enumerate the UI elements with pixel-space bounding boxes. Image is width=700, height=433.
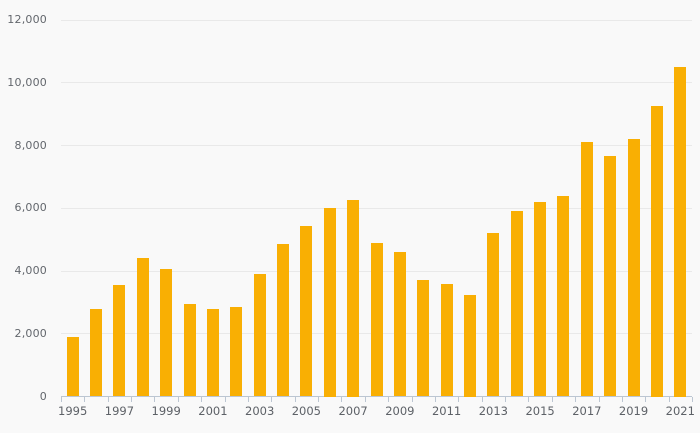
x-axis-tick bbox=[61, 396, 62, 402]
x-axis-label-2005: 2005 bbox=[291, 403, 322, 418]
x-axis-label-1995: 1995 bbox=[58, 403, 88, 418]
x-axis-tick bbox=[294, 396, 296, 402]
x-axis-label-2019: 2019 bbox=[618, 403, 649, 418]
x-axis-tick bbox=[505, 396, 507, 402]
x-axis-tick bbox=[154, 396, 156, 402]
bar-2006 bbox=[323, 208, 336, 397]
x-axis-tick bbox=[318, 396, 320, 402]
bar-2020 bbox=[650, 106, 663, 397]
x-axis-tick bbox=[341, 396, 343, 402]
x-axis-tick bbox=[177, 396, 179, 402]
x-axis-label-2003: 2003 bbox=[245, 403, 275, 418]
x-axis-tick bbox=[84, 396, 86, 402]
y-axis-label-8000: 8,000 bbox=[14, 138, 47, 152]
bar-2018 bbox=[604, 156, 617, 397]
x-axis-label-2007: 2007 bbox=[338, 403, 368, 418]
y-axis-label-12000: 12,000 bbox=[7, 13, 47, 26]
x-axis-tick bbox=[668, 396, 670, 402]
x-axis-tick bbox=[528, 396, 530, 402]
bar-2008 bbox=[370, 242, 383, 397]
bar-2010 bbox=[417, 280, 430, 397]
x-axis-label-2011: 2011 bbox=[431, 403, 462, 418]
x-axis-tick bbox=[481, 396, 483, 402]
bar-2007 bbox=[347, 200, 360, 397]
bar-2001 bbox=[206, 308, 219, 397]
bar-2013 bbox=[487, 233, 500, 397]
bar-1999 bbox=[160, 269, 173, 397]
x-axis-tick bbox=[247, 396, 249, 402]
bar-2009 bbox=[393, 252, 406, 397]
x-axis-label-1999: 1999 bbox=[151, 403, 181, 418]
x-axis-label-2009: 2009 bbox=[385, 403, 415, 418]
x-axis-tick bbox=[458, 396, 460, 402]
bar-2014 bbox=[510, 211, 523, 397]
x-axis-tick bbox=[692, 396, 693, 402]
bar-2011 bbox=[440, 283, 453, 397]
x-axis-tick bbox=[621, 396, 623, 402]
bar-1996 bbox=[90, 308, 103, 397]
gridline-8000 bbox=[61, 145, 692, 146]
bar-1998 bbox=[136, 258, 149, 397]
bar-1997 bbox=[113, 285, 126, 397]
y-axis-label-6000: 6,000 bbox=[14, 201, 47, 215]
x-axis-tick bbox=[598, 396, 600, 402]
x-axis-label-2001: 2001 bbox=[198, 403, 228, 418]
x-axis-tick bbox=[388, 396, 390, 402]
bar-2021 bbox=[674, 67, 687, 397]
x-axis-tick bbox=[271, 396, 273, 402]
x-axis-tick bbox=[224, 396, 226, 402]
x-axis-tick bbox=[575, 396, 577, 402]
x-axis-tick bbox=[201, 396, 203, 402]
bar-2003 bbox=[253, 274, 266, 397]
y-axis-label-2000: 2,000 bbox=[14, 326, 47, 340]
y-axis-label-4000: 4,000 bbox=[14, 264, 47, 277]
gridline-6000 bbox=[61, 207, 692, 209]
gridline-12000 bbox=[61, 19, 692, 21]
bar-2005 bbox=[300, 225, 313, 397]
bar-2015 bbox=[534, 201, 547, 397]
bar-2004 bbox=[277, 244, 290, 397]
x-axis-tick bbox=[434, 396, 436, 402]
x-axis-label-2015: 2015 bbox=[525, 403, 555, 418]
bar-2002 bbox=[230, 307, 243, 397]
x-axis-tick bbox=[551, 396, 553, 402]
x-axis-tick bbox=[645, 396, 647, 402]
x-axis-label-2017: 2017 bbox=[572, 403, 602, 418]
x-axis-tick bbox=[364, 396, 366, 402]
x-axis-tick bbox=[411, 396, 413, 402]
bar-2019 bbox=[627, 139, 640, 397]
bar-2012 bbox=[463, 294, 476, 397]
x-axis-label-2021: 2021 bbox=[665, 403, 695, 418]
y-axis-label-10000: 10,000 bbox=[7, 75, 47, 89]
x-axis-label-1997: 1997 bbox=[104, 403, 135, 418]
gridline-10000 bbox=[61, 82, 692, 84]
bar-2017 bbox=[580, 142, 593, 397]
bar-1995 bbox=[66, 336, 79, 397]
bar-2000 bbox=[183, 303, 196, 397]
x-axis-tick bbox=[107, 396, 109, 402]
x-axis-tick bbox=[131, 396, 133, 402]
bar-2016 bbox=[557, 195, 570, 397]
y-axis-label-0: 0 bbox=[39, 389, 47, 403]
x-axis-label-2013: 2013 bbox=[478, 403, 508, 418]
x-axis-line bbox=[61, 396, 692, 397]
